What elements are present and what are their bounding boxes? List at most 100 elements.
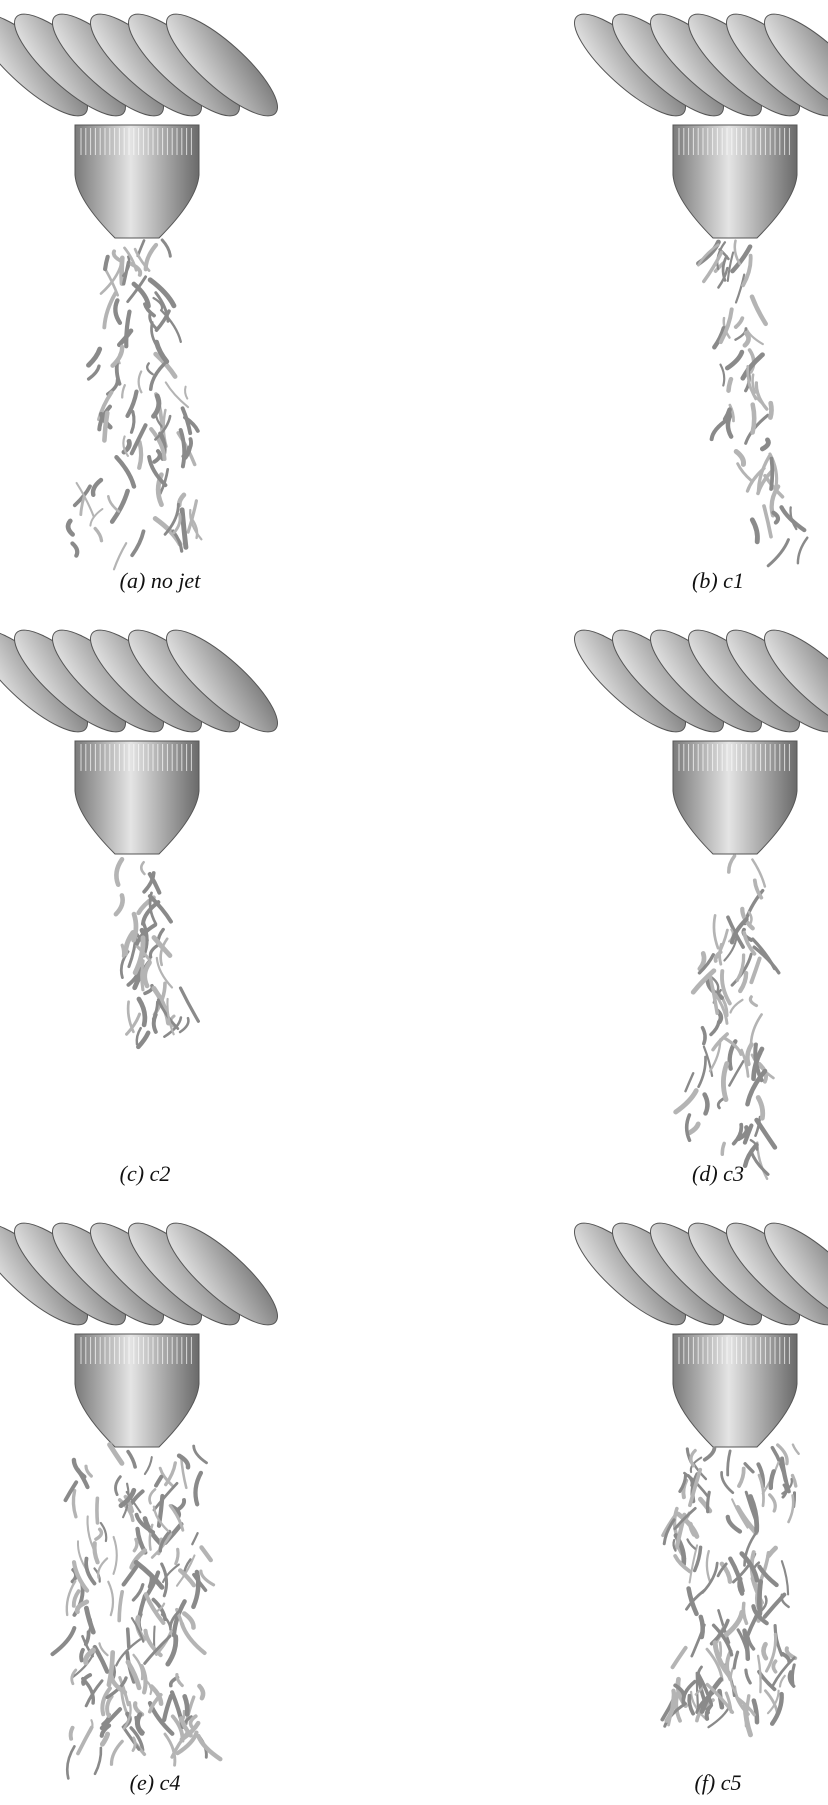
vortex bbox=[705, 1095, 708, 1114]
vortex bbox=[745, 333, 749, 345]
vortex bbox=[745, 1145, 756, 1166]
vortex bbox=[749, 912, 752, 926]
vortex bbox=[139, 999, 145, 1025]
vortex bbox=[86, 1559, 94, 1584]
vortex bbox=[108, 1582, 113, 1615]
vortex bbox=[782, 1561, 788, 1594]
vortex bbox=[754, 1701, 757, 1723]
vortex bbox=[141, 862, 144, 874]
vortex bbox=[763, 1644, 765, 1658]
vortex bbox=[161, 310, 181, 342]
hub bbox=[673, 741, 797, 854]
panel-caption: (e) c4 bbox=[130, 1770, 181, 1795]
vortex bbox=[156, 1477, 161, 1486]
panel-caption: (d) c3 bbox=[692, 1161, 744, 1186]
vortex bbox=[745, 1464, 753, 1472]
vortex bbox=[759, 1582, 760, 1614]
vortex bbox=[111, 1741, 122, 1764]
hub bbox=[75, 1334, 199, 1447]
vortex bbox=[771, 459, 772, 489]
vortex bbox=[728, 1517, 740, 1532]
vortex bbox=[201, 1571, 214, 1585]
vortex bbox=[154, 396, 159, 417]
vortex bbox=[748, 1071, 766, 1104]
vortex bbox=[145, 1457, 152, 1474]
vortex bbox=[744, 933, 754, 954]
vortex bbox=[124, 262, 129, 284]
vortex bbox=[128, 1629, 129, 1647]
vortex bbox=[138, 241, 144, 256]
vortex bbox=[753, 405, 755, 433]
vortex bbox=[178, 433, 195, 465]
vortex bbox=[789, 1496, 794, 1523]
vortex bbox=[751, 959, 759, 983]
vortex bbox=[86, 1632, 89, 1644]
vortex bbox=[128, 277, 146, 302]
panel bbox=[0, 0, 290, 569]
vortex bbox=[194, 1446, 207, 1463]
vortex bbox=[736, 275, 744, 303]
vortex bbox=[705, 1449, 715, 1460]
vortex bbox=[128, 1662, 139, 1688]
figure: (a) no jet(b) c1(c) c2(d) c3(e) c4(f) c5 bbox=[0, 0, 828, 1805]
vortex bbox=[757, 1120, 775, 1147]
vortex bbox=[78, 1727, 92, 1753]
vortex bbox=[202, 1547, 211, 1560]
vortex bbox=[721, 365, 725, 386]
vortex bbox=[707, 1551, 710, 1581]
vortex bbox=[782, 507, 805, 530]
panel-caption: (b) c1 bbox=[692, 568, 744, 593]
vortex bbox=[176, 1549, 178, 1563]
vortex bbox=[178, 1500, 184, 1509]
vortex bbox=[720, 1643, 721, 1656]
vortex bbox=[692, 1625, 705, 1656]
vortex bbox=[162, 240, 170, 256]
vortex bbox=[199, 1686, 203, 1698]
vortex bbox=[728, 1451, 730, 1475]
vortex bbox=[743, 1603, 746, 1623]
vortex bbox=[735, 241, 740, 264]
hub bbox=[75, 741, 199, 854]
vortex bbox=[150, 946, 157, 957]
vortex bbox=[95, 529, 101, 541]
vortex bbox=[179, 495, 184, 505]
vortex bbox=[107, 1696, 112, 1716]
vortex bbox=[89, 349, 100, 365]
vortex bbox=[737, 955, 743, 980]
vortex bbox=[181, 430, 185, 466]
vortex bbox=[168, 1637, 176, 1665]
vortex bbox=[97, 1498, 98, 1523]
vortex bbox=[756, 383, 766, 409]
vortex bbox=[124, 1567, 137, 1585]
vortex bbox=[195, 1473, 200, 1504]
vortex bbox=[750, 997, 756, 1006]
vortex bbox=[690, 1124, 699, 1133]
vortex bbox=[114, 251, 122, 261]
vortex bbox=[755, 880, 762, 897]
vortex bbox=[139, 372, 142, 393]
panel bbox=[562, 616, 828, 1178]
vortex bbox=[673, 1648, 686, 1667]
vortex bbox=[752, 297, 766, 324]
vortex bbox=[769, 1548, 776, 1556]
vortex bbox=[166, 1463, 176, 1485]
panel bbox=[0, 616, 290, 1046]
vortex bbox=[192, 1533, 197, 1544]
vortex bbox=[790, 507, 796, 529]
vortex bbox=[184, 1614, 193, 1628]
vortex bbox=[151, 364, 164, 389]
vortex bbox=[708, 1492, 710, 1511]
vortex bbox=[773, 1661, 775, 1672]
vortex bbox=[139, 442, 141, 468]
vortex bbox=[73, 1491, 75, 1517]
vortex bbox=[134, 914, 136, 940]
vortex bbox=[728, 253, 733, 281]
vortex bbox=[711, 1022, 719, 1035]
vortex bbox=[114, 1537, 117, 1574]
vortex bbox=[72, 543, 77, 555]
vortex bbox=[185, 1696, 188, 1714]
vortex bbox=[108, 496, 119, 511]
vortex bbox=[198, 1736, 220, 1759]
vortex bbox=[133, 1738, 135, 1751]
vortex bbox=[699, 1057, 706, 1087]
